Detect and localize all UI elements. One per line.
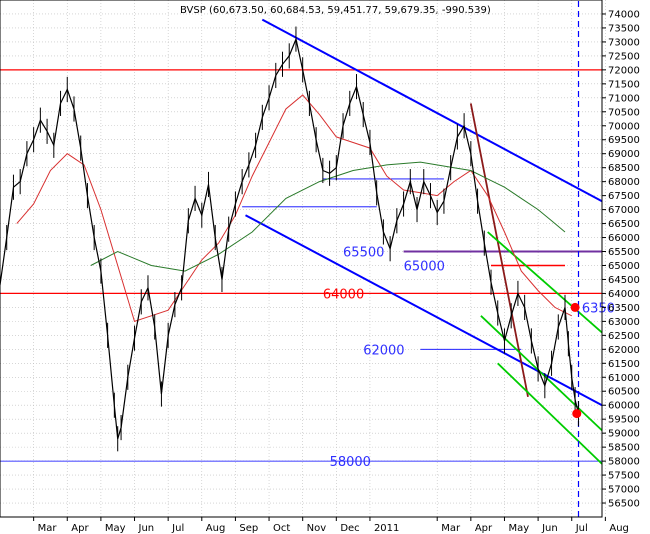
y-tick-label: 61000	[608, 373, 640, 384]
y-axis: 56500 57000 57500 58000 58500 59000 59500 60000…	[602, 9, 640, 510]
marker-point	[570, 302, 580, 312]
y-tick-label: 61500	[608, 359, 640, 370]
annotation-label: 58000	[330, 455, 371, 470]
y-tick-label: 62500	[608, 331, 640, 342]
y-tick-label: 69000	[608, 149, 640, 160]
y-tick-label: 68500	[608, 163, 640, 174]
x-tick-label: Aug	[609, 523, 629, 534]
x-axis: Mar Apr May Jun Jul Aug Sep Oct Nov Dec 2011 Mar Apr…	[33, 517, 629, 534]
y-tick-label: 57000	[608, 485, 640, 496]
y-tick-label: 73000	[608, 37, 640, 48]
y-tick-label: 63000	[608, 317, 640, 328]
annotation-label: 65000	[404, 259, 445, 274]
x-tick-label: Oct	[273, 523, 290, 534]
y-tick-label: 59000	[608, 429, 640, 440]
x-tick-label: Mar	[441, 523, 461, 534]
y-tick-label: 70000	[608, 121, 640, 132]
x-tick-label: Jun	[541, 523, 558, 534]
y-tick-label: 60000	[608, 401, 640, 412]
x-tick-label: May	[105, 523, 126, 534]
y-tick-label: 67000	[608, 205, 640, 216]
y-tick-label: 58500	[608, 443, 640, 454]
trend-line	[261, 18, 603, 203]
y-tick-label: 66000	[608, 233, 640, 244]
x-tick-label: Jul	[575, 523, 588, 534]
x-tick-label: Apr	[475, 523, 493, 534]
trend-line	[245, 214, 603, 407]
moving-average-line	[90, 161, 566, 272]
y-tick-label: 65000	[608, 261, 640, 272]
moving-average-line	[16, 94, 572, 323]
y-tick-label: 67500	[608, 191, 640, 202]
x-tick-label: Jul	[171, 523, 184, 534]
trend-lines	[0, 0, 603, 517]
y-tick-label: 60500	[608, 387, 640, 398]
y-tick-label: 65500	[608, 247, 640, 258]
x-tick-label: Apr	[71, 523, 89, 534]
x-tick-label: Nov	[307, 523, 327, 534]
y-tick-label: 69500	[608, 135, 640, 146]
y-tick-label: 73500	[608, 23, 640, 34]
annotation-label: 62000	[363, 343, 404, 358]
trend-line	[497, 362, 603, 465]
x-tick-label: Jun	[138, 523, 155, 534]
y-tick-label: 62000	[608, 345, 640, 356]
markers	[570, 302, 582, 419]
y-tick-label: 70500	[608, 107, 640, 118]
y-tick-label: 63500	[608, 303, 640, 314]
y-tick-label: 71000	[608, 93, 640, 104]
y-tick-label: 71500	[608, 79, 640, 90]
plot-frame	[0, 0, 603, 518]
y-tick-label: 59500	[608, 415, 640, 426]
trend-line	[480, 315, 603, 432]
y-tick-label: 72500	[608, 51, 640, 62]
annotations: 64000 65500 65000 62000 58000 6350	[323, 246, 615, 471]
chart-title: BVSP (60,673.50, 60,684.53, 59,451.77, 5…	[180, 5, 491, 16]
x-tick-label: Sep	[239, 523, 258, 534]
y-tick-label: 64500	[608, 275, 640, 286]
y-tick-label: 57500	[608, 471, 640, 482]
x-tick-label: Mar	[38, 523, 58, 534]
marker-point	[572, 409, 582, 419]
moving-averages	[16, 94, 572, 323]
y-tick-label: 56500	[608, 499, 640, 510]
y-tick-label: 66500	[608, 219, 640, 230]
y-tick-label: 64000	[608, 289, 640, 300]
trend-line	[469, 103, 529, 397]
x-tick-label: 2011	[374, 523, 399, 534]
annotation-label: 64000	[323, 287, 364, 302]
annotation-label: 65500	[343, 246, 384, 261]
x-tick-label: Dec	[340, 523, 359, 534]
price-line	[0, 37, 580, 439]
y-tick-label: 74000	[608, 9, 640, 20]
y-tick-label: 68000	[608, 177, 640, 188]
x-tick-label: Aug	[206, 523, 226, 534]
price-series	[0, 26, 580, 452]
annotation-label: 6350	[582, 301, 615, 316]
y-tick-label: 72000	[608, 65, 640, 76]
trend-line	[487, 231, 603, 334]
y-tick-label: 58000	[608, 457, 640, 468]
x-tick-label: May	[508, 523, 529, 534]
